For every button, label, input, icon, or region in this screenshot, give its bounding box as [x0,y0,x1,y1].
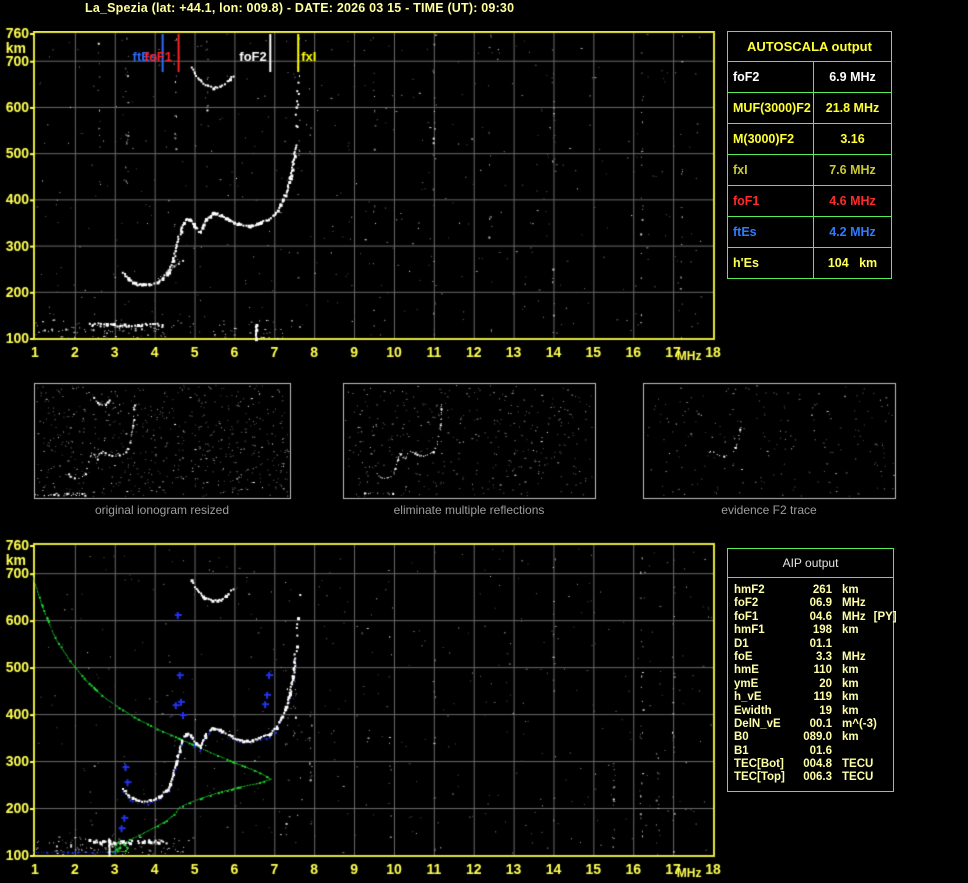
caption-evidence-f2: evidence F2 trace [721,503,817,517]
aip-row: B1 01.6 [734,745,893,758]
aip-value: 006.3 [803,771,832,784]
aip-param: h_vE [734,691,762,704]
aip-unit: km [842,584,859,596]
aip-unit: TECU [842,758,874,771]
autoscala-row: h'Es 104 km [728,248,891,278]
autoscala-row: M(3000)F2 3.16 [728,124,891,155]
autoscala-row: foF2 6.9 MHz [728,62,891,93]
autoscala-row: foF1 4.6 MHz [728,186,891,217]
autoscala-param: foF1 [728,186,814,216]
aip-row: D1 01.1 [734,638,893,651]
aip-param: hmF2 [734,584,765,596]
aip-param: B1 [734,744,749,757]
autoscala-row: fxI 7.6 MHz [728,155,891,186]
aip-param: Ewidth [734,704,772,717]
aip-row: TEC[Bot] 004.8 TECU [734,758,893,771]
aip-row: hmE 110 km [734,664,893,677]
aip-unit: km [842,664,859,677]
autoscala-row: MUF(3000)F2 21.8 MHz [728,93,891,124]
autoscala-value: 4.6 MHz [829,194,876,208]
aip-param: B0 [734,731,749,744]
aip-row: foF1 04.6 MHz [PY] [734,610,897,624]
aip-unit: km [842,624,859,637]
aip-unit: km [842,704,859,717]
aip-unit: TECU [842,771,874,784]
aip-row: hmF2 261 km [734,584,893,597]
aip-value: 004.8 [803,758,832,771]
autoscala-value: 3.16 [840,132,865,146]
autoscala-param: fxI [728,155,814,185]
aip-value: 119 [813,691,832,704]
station-title: La_Spezia (lat: +44.1, lon: 009.8) - DAT… [85,1,515,15]
aip-value: 261 [812,584,832,596]
aip-param: ymE [734,677,759,690]
aip-row: foE 3.3 MHz [734,651,893,664]
caption-eliminate-reflections: eliminate multiple reflections [393,503,545,517]
aip-param: foF1 [734,610,759,623]
aip-value: 19 [819,704,832,717]
aip-row: B0 089.0 km [734,731,893,744]
autoscala-rows: foF2 6.9 MHz MUF(3000)F2 21.8 MHz M(3000… [728,62,891,278]
autoscala-param: ftEs [728,217,814,247]
aip-row: Ewidth 19 km [734,705,893,718]
aip-unit: MHz [842,610,866,623]
autoscala-header: AUTOSCALA output [728,32,891,62]
aip-row: DelN_vE 00.1 m^(-3) [734,718,893,731]
aip-value: 3.3 [816,650,832,663]
aip-unit: MHz [842,597,866,610]
aip-header: AIP output [728,549,893,578]
aip-panel: AIP output hmF2 261 km foF2 06.9 MHz foF… [727,548,897,792]
autoscala-value: 104 km [827,256,878,270]
aip-value: 110 [813,664,832,677]
aip-param: foE [734,650,753,663]
autoscala-param: foF2 [728,62,814,92]
aip-param: hmF1 [734,624,765,637]
aip-param: TEC[Bot] [734,758,784,771]
aip-unit: m^(-3) [842,717,877,730]
aip-param: TEC[Top] [734,771,785,784]
autoscala-value: 7.6 MHz [829,163,876,177]
autoscala-param: M(3000)F2 [728,124,814,154]
autoscala-value: 21.8 MHz [825,101,880,115]
aip-row: foF2 06.9 MHz [734,597,893,610]
autoscala-param: h'Es [728,248,814,278]
aip-row: hmF1 198 km [734,624,893,637]
autoscala-row: ftEs 4.2 MHz [728,217,891,248]
autoscala-value: 6.9 MHz [829,70,876,84]
aip-unit: MHz [842,650,866,663]
aip-value: 01.1 [809,637,832,650]
aip-unit: km [842,691,859,704]
aip-row: TEC[Top] 006.3 TECU [734,771,893,784]
aip-unit: km [842,677,859,690]
aip-row: h_vE 119 km [734,691,893,704]
aip-value: 04.6 [809,610,832,623]
aip-value: 00.1 [809,717,832,730]
aip-value: 01.6 [809,744,832,757]
autoscala-param: MUF(3000)F2 [728,93,814,123]
aip-value: 06.9 [809,597,832,610]
aip-value: 20 [819,677,832,690]
autoscala-panel: AUTOSCALA output foF2 6.9 MHz MUF(3000)F… [727,31,892,279]
caption-original-ionogram: original ionogram resized [94,503,230,517]
aip-param: foF2 [734,597,759,610]
aip-unit: km [842,731,859,744]
aip-param: DelN_vE [734,717,781,730]
aip-value: 089.0 [803,731,832,744]
aip-rows: hmF2 261 km foF2 06.9 MHz foF1 04.6 MHz … [728,578,897,785]
aip-param: D1 [734,637,749,650]
autoscala-value: 4.2 MHz [829,225,876,239]
aip-extra: [PY] [873,610,897,623]
aip-param: hmE [734,664,759,677]
aip-value: 198 [812,624,832,637]
aip-row: ymE 20 km [734,678,893,691]
